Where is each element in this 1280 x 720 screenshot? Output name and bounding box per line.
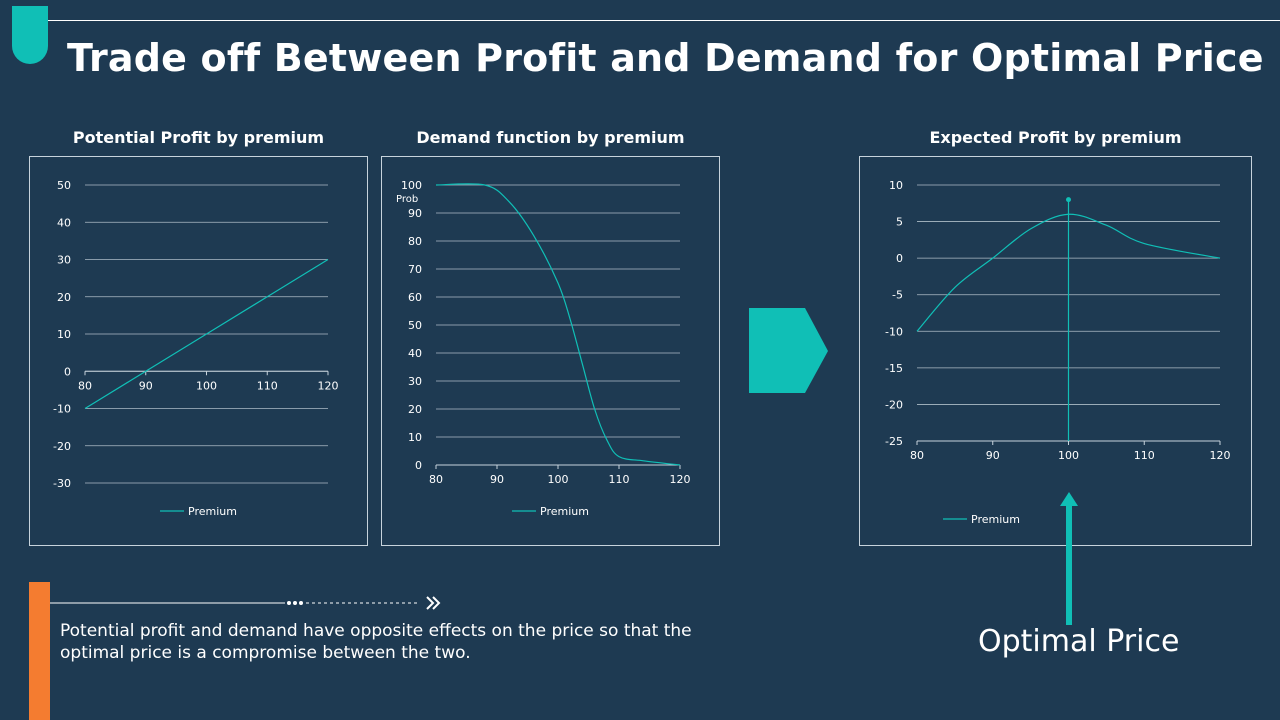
y-tick-label: -25	[885, 435, 903, 448]
series-line	[84, 258, 329, 410]
series-line	[916, 213, 1221, 332]
y-tick-label: 50	[408, 319, 422, 332]
header-tab-accent	[12, 6, 48, 64]
y-tick-label: 20	[57, 291, 71, 304]
expected-chart: 10 5 0 -5 -10 -15 -20 -25 80 90 100 110 120 Premium	[885, 179, 1231, 526]
y-axis-label: Prob	[396, 194, 418, 205]
x-tick-label: 110	[257, 379, 278, 392]
x-tick-label: 120	[318, 379, 339, 392]
y-tick-label: -10	[53, 403, 71, 416]
y-tick-label: 10	[889, 179, 903, 192]
x-tick-label: 90	[490, 473, 504, 486]
x-tick-label: 90	[139, 379, 153, 392]
optimal-price-label: Optimal Price	[978, 624, 1180, 659]
y-tick-label: 40	[408, 347, 422, 360]
y-tick-label: 0	[415, 459, 422, 472]
y-tick-label: 30	[408, 375, 422, 388]
y-tick-label: 0	[896, 252, 903, 265]
demand-chart-frame: 100 90 80 70 60 50 40 30 20 10 0 80 90 100 110 120 Prob P…	[381, 156, 720, 546]
y-tick-label: 10	[408, 431, 422, 444]
x-tick-label: 90	[986, 449, 1000, 462]
x-tick-label: 80	[910, 449, 924, 462]
x-tick-label: 120	[670, 473, 691, 486]
x-tick-label: 110	[1134, 449, 1155, 462]
arrow-up-icon	[1060, 492, 1078, 625]
page-title: Trade off Between Profit and Demand for …	[67, 36, 1264, 80]
expected-chart-frame: 10 5 0 -5 -10 -15 -20 -25 80 90 100 110 120 Premium	[859, 156, 1252, 546]
note-accent-bar	[29, 582, 50, 720]
header-rule	[48, 20, 1280, 21]
optimal-marker-point	[1066, 197, 1071, 203]
y-tick-label: 40	[57, 216, 71, 229]
y-tick-label: 5	[896, 216, 903, 229]
y-tick-label: -20	[885, 398, 903, 411]
y-tick-label: -30	[53, 477, 71, 490]
y-tick-label: -10	[885, 325, 903, 338]
legend-label: Premium	[971, 513, 1020, 526]
series-line	[435, 183, 681, 466]
x-tick-label: 110	[609, 473, 630, 486]
legend-label: Premium	[188, 505, 237, 518]
x-tick-label: 80	[429, 473, 443, 486]
x-tick-label: 100	[1058, 449, 1079, 462]
profit-chart-title: Potential Profit by premium	[72, 128, 325, 147]
x-tick-label: 80	[78, 379, 92, 392]
y-tick-label: 20	[408, 403, 422, 416]
x-tick-label: 100	[548, 473, 569, 486]
y-tick-label: 100	[401, 179, 422, 192]
x-tick-label: 120	[1210, 449, 1231, 462]
y-tick-label: 60	[408, 291, 422, 304]
legend-label: Premium	[540, 505, 589, 518]
y-tick-label: 30	[57, 254, 71, 267]
chevron-right-icon	[749, 308, 828, 393]
demand-chart-title: Demand function by premium	[416, 128, 685, 147]
y-tick-label: 0	[64, 365, 71, 378]
y-tick-label: 70	[408, 263, 422, 276]
y-tick-label: 10	[57, 328, 71, 341]
y-tick-label: 90	[408, 207, 422, 220]
summary-note: Potential profit and demand have opposit…	[60, 621, 692, 663]
y-tick-label: -20	[53, 440, 71, 453]
decorative-divider	[50, 596, 441, 610]
x-tick-label: 100	[196, 379, 217, 392]
profit-chart-frame: 50 40 30 20 10 0 -10 -20 -30 80 90 100 110 120 Premium	[29, 156, 368, 546]
y-tick-label: 50	[57, 179, 71, 192]
y-tick-label: -5	[892, 289, 903, 302]
y-tick-label: 80	[408, 235, 422, 248]
expected-chart-title: Expected Profit by premium	[929, 128, 1182, 147]
y-tick-label: -15	[885, 362, 903, 375]
